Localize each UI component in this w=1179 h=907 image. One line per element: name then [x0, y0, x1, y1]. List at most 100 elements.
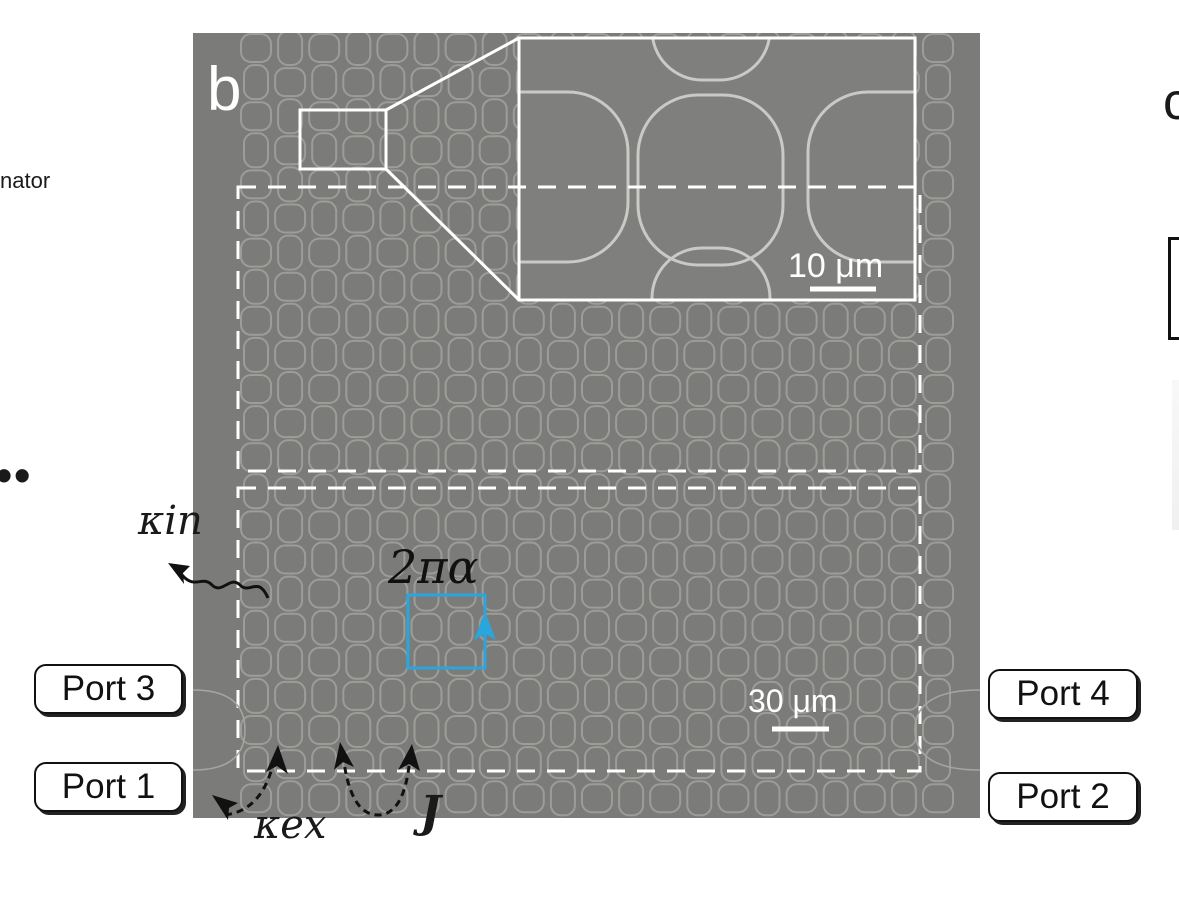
ring-resonator [274, 476, 307, 507]
ring-resonator [649, 305, 682, 336]
ring-resonator [240, 305, 272, 336]
ring-resonator [481, 439, 508, 476]
ring-resonator [345, 98, 372, 135]
port-1: Port 1 [34, 762, 183, 812]
ring-resonator [379, 473, 406, 510]
ring-resonator [413, 371, 440, 407]
ring-resonator [549, 712, 576, 748]
kappa-in-label: κin [138, 498, 203, 544]
ring-resonator [311, 405, 338, 442]
ring-resonator [243, 609, 269, 646]
ring-resonator [240, 374, 272, 404]
ring-resonator [444, 783, 477, 814]
zoom-source-box [298, 108, 388, 171]
ring-resonator [686, 643, 713, 680]
ring-resonator [819, 339, 852, 370]
ring-resonator [345, 33, 372, 66]
ring-resonator [822, 575, 849, 612]
ring-resonator [345, 575, 372, 612]
ring-resonator [922, 442, 954, 473]
panel-label: b [207, 55, 241, 124]
ring-resonator [379, 677, 406, 714]
ring-resonator [819, 476, 852, 507]
ring-resonator [683, 680, 716, 711]
zoom-line-bottom [384, 167, 521, 302]
zoom-line-top [385, 36, 520, 112]
ring-resonator [478, 203, 511, 234]
ring-resonator [478, 476, 511, 507]
ring-resonator [546, 408, 579, 439]
ring-resonator [444, 374, 477, 404]
ring-resonator [788, 609, 815, 646]
kappa-ex-label: κex [254, 802, 326, 848]
ring-resonator [819, 408, 852, 439]
ring-resonator [308, 783, 341, 814]
ring-resonator [720, 677, 747, 714]
ring-resonator [345, 302, 372, 339]
ring-resonator [618, 575, 645, 612]
ring-resonator [342, 271, 375, 302]
ring-resonator [652, 473, 679, 510]
ring-resonator [277, 507, 304, 544]
ring-resonator [686, 712, 713, 748]
ring-resonator [277, 234, 304, 271]
ring-resonator [853, 578, 886, 609]
ring-resonator [345, 439, 372, 476]
ring-resonator [652, 405, 679, 442]
ring-resonator [311, 268, 338, 305]
ring-resonator [512, 646, 545, 677]
ring-resonator [819, 749, 852, 780]
ring-resonator [311, 64, 338, 101]
ring-resonator [376, 783, 409, 814]
ring-resonator [376, 237, 409, 268]
ring-resonator [308, 305, 341, 336]
ring-resonator [512, 305, 545, 336]
ring-resonator [311, 132, 338, 169]
ring-resonator [308, 578, 341, 609]
ring-resonator [379, 541, 406, 578]
ring-resonator [410, 203, 443, 234]
ring-resonator [581, 374, 613, 404]
ring-resonator [240, 169, 272, 200]
ring-resonator [751, 544, 784, 575]
ring-resonator [615, 339, 648, 370]
ring-resonator [785, 374, 818, 404]
ring-resonator [345, 371, 372, 407]
ring-resonator [447, 268, 474, 305]
ring-resonator [584, 541, 610, 578]
ring-resonator [584, 677, 610, 714]
ring-resonator [478, 680, 511, 711]
ring-resonator [447, 405, 474, 442]
ring-resonator [683, 476, 716, 507]
ring-resonator [581, 646, 613, 677]
ring-resonator [922, 237, 954, 268]
ring-resonator [856, 609, 883, 646]
ring-resonator [652, 336, 679, 373]
ring-resonator [512, 715, 545, 745]
ring-resonator [240, 101, 272, 132]
ring-resonator [308, 101, 341, 132]
ring-resonator [751, 612, 784, 643]
ring-resonator [683, 612, 716, 643]
ring-resonator [444, 646, 477, 677]
ring-resonator [853, 374, 886, 404]
ring-resonator [481, 98, 508, 135]
ring-resonator [512, 578, 545, 609]
ring-resonator [481, 780, 508, 817]
ring-resonator [379, 132, 406, 169]
ring-resonator [890, 507, 917, 544]
ring-resonator [887, 476, 920, 507]
ring-resonator [274, 271, 307, 302]
ring-resonator [379, 200, 406, 237]
ring-resonator [376, 442, 409, 473]
j-coupling-arrow [334, 742, 420, 817]
right-panel-label: c [1163, 73, 1179, 131]
dashed-region-bottom [236, 486, 922, 773]
ring-resonator [788, 746, 815, 783]
ring-resonator [922, 33, 954, 63]
ring-resonator [342, 680, 375, 711]
ring-resonator [274, 135, 307, 166]
ring-resonator [683, 544, 716, 575]
ring-resonator [444, 510, 477, 541]
ring-resonator [615, 476, 648, 507]
